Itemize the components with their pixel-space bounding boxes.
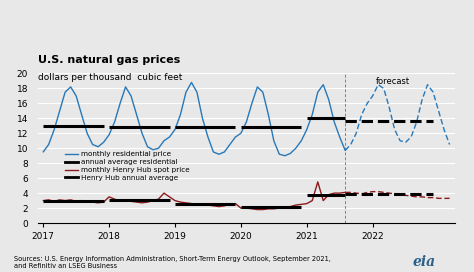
Text: eia: eia: [412, 255, 436, 269]
Text: dollars per thousand  cubic feet: dollars per thousand cubic feet: [38, 73, 182, 82]
Legend: monthly residential price, annual average residential, monthly Henry Hub spot pr: monthly residential price, annual averag…: [63, 149, 193, 184]
Text: U.S. natural gas prices: U.S. natural gas prices: [38, 55, 180, 65]
Text: Sources: U.S. Energy Information Administration, Short-Term Energy Outlook, Sept: Sources: U.S. Energy Information Adminis…: [14, 256, 331, 269]
Text: forecast: forecast: [376, 77, 410, 86]
